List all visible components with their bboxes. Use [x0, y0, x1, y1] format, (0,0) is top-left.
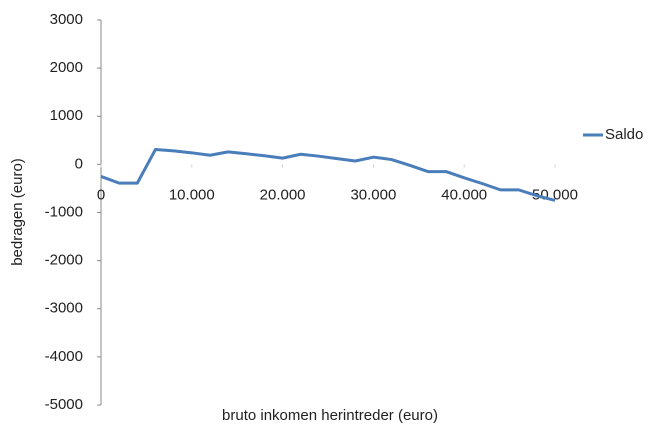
y-tick-label: -2000 — [45, 252, 83, 269]
x-tick-label: 50.000 — [532, 186, 578, 203]
y-tick-label: -3000 — [45, 300, 83, 317]
y-axis-label: bedragen (euro) — [9, 158, 26, 266]
x-tick-label: 10.000 — [169, 186, 215, 203]
y-tick-label: 0 — [75, 155, 83, 172]
y-tick-label: 2000 — [50, 59, 83, 76]
legend-label: Saldo — [605, 126, 643, 143]
series-line — [100, 147, 556, 202]
y-tick-label: 1000 — [50, 107, 83, 124]
x-axis-label: bruto inkomen herintreder (euro) — [222, 407, 438, 424]
x-tick-label: 40.000 — [441, 186, 487, 203]
x-tick-label: 20.000 — [260, 186, 306, 203]
x-tick-label: 30.000 — [350, 186, 396, 203]
y-tick-label: -4000 — [45, 348, 83, 365]
x-tick-label: 0 — [97, 186, 105, 203]
y-tick-label: -5000 — [45, 396, 83, 413]
y-tick-label: 3000 — [50, 11, 83, 28]
y-tick-label: -1000 — [45, 203, 83, 220]
